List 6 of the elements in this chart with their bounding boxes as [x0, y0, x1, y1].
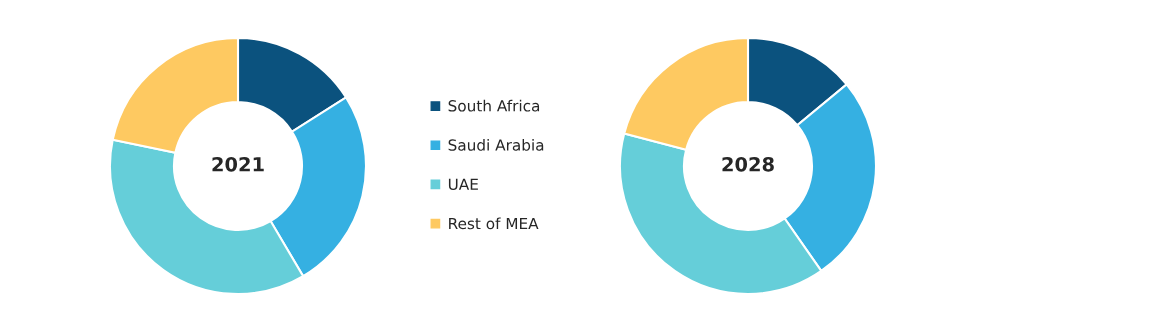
legend-label: Saudi Arabia: [448, 138, 544, 151]
legend-label: Rest of MEA: [449, 217, 539, 230]
legend-label: South Africa: [448, 99, 540, 112]
text: 2021: [212, 156, 264, 172]
text: 2028: [722, 156, 774, 172]
legend-label: UAE: [448, 178, 478, 191]
